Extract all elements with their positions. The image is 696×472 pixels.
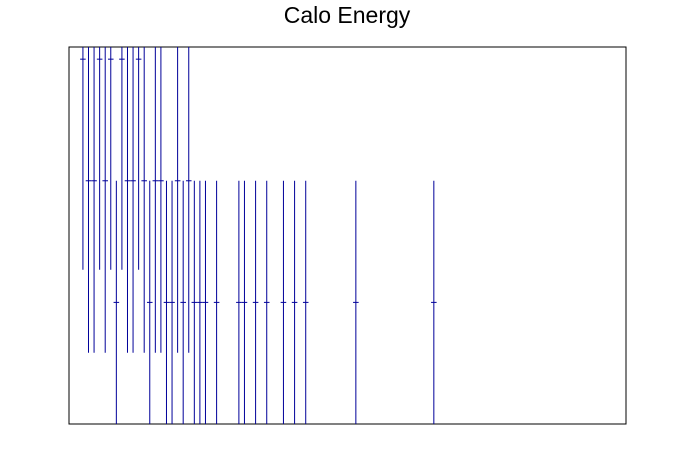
bin — [80, 47, 86, 270]
bin — [91, 47, 97, 353]
bin — [197, 180, 203, 424]
bin — [130, 47, 136, 353]
bin — [302, 180, 309, 424]
bin — [180, 180, 186, 424]
bin — [353, 180, 359, 424]
bin — [85, 47, 92, 353]
bin — [263, 180, 270, 424]
bin — [141, 47, 147, 353]
bin — [236, 180, 242, 424]
bin — [124, 47, 131, 353]
bin — [169, 180, 175, 424]
bin — [158, 47, 164, 353]
bin — [185, 47, 192, 353]
bin — [113, 180, 120, 424]
bin — [107, 47, 114, 270]
bin — [135, 47, 142, 270]
bin — [146, 180, 153, 424]
bin — [163, 180, 170, 424]
bin — [252, 180, 259, 424]
bin — [191, 180, 198, 424]
bin — [202, 180, 209, 424]
bin — [152, 47, 159, 353]
bin — [213, 180, 220, 424]
bin — [174, 47, 181, 353]
bin — [96, 47, 103, 270]
chart-title: Calo Energy — [284, 2, 411, 28]
bin — [119, 47, 125, 270]
bin — [431, 180, 437, 424]
bin — [241, 180, 248, 424]
bin — [280, 180, 287, 424]
bin — [291, 180, 298, 424]
plot-frame — [68, 46, 627, 425]
bin — [102, 47, 108, 353]
